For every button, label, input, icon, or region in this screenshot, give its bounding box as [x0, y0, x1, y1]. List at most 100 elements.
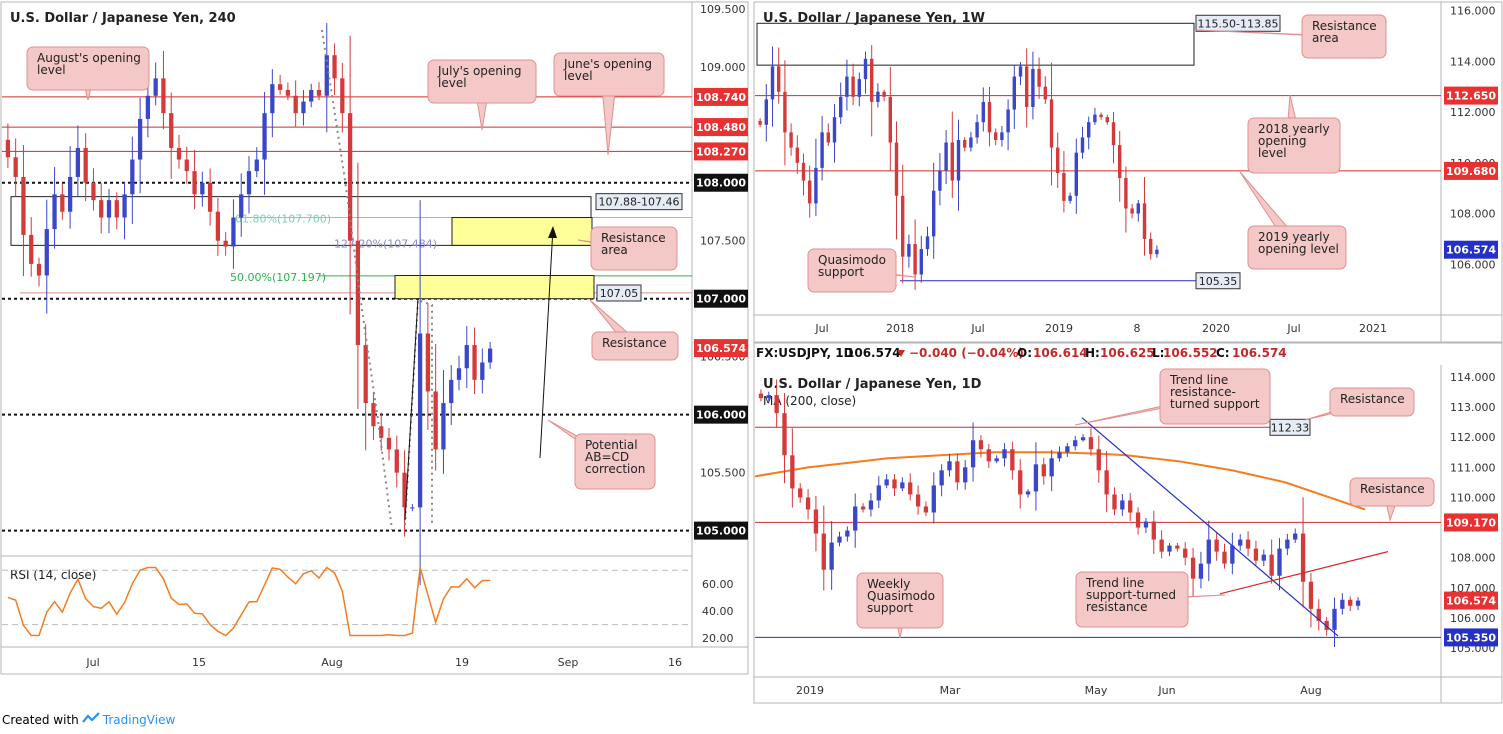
w1-candle: [956, 139, 961, 181]
h4-rsi-tick: 40.00: [702, 605, 734, 618]
h4-y-tick: 109.500: [700, 3, 746, 16]
h4-candle: [347, 113, 353, 241]
d1-candle: [782, 413, 787, 456]
h4-candle: [192, 171, 197, 195]
d1-callout-trend-support-text: resistance-: [1170, 385, 1236, 399]
d1-y-tick: 112.000: [1450, 431, 1496, 444]
d1-candle: [892, 479, 897, 489]
d1-candle: [1198, 563, 1204, 579]
h4-candle: [60, 194, 65, 212]
h4-candle: [67, 176, 73, 212]
w1-candle: [1111, 122, 1116, 146]
w1-candle: [770, 66, 775, 100]
d1-trendline-red: [1219, 551, 1389, 595]
h4-callout-july-box: [427, 59, 537, 104]
h4-candle: [433, 391, 438, 450]
h4-candle: [277, 84, 283, 90]
h4-yellow-zone-lower: [394, 275, 595, 300]
h4-y-tick: 105.500: [700, 467, 746, 480]
h4-candle: [386, 437, 392, 450]
w1-x-tick: Jul: [1286, 322, 1300, 335]
d1-header-symbol: FX:USDJPY, 1D: [756, 346, 854, 360]
d1-header-c: 106.574: [1232, 346, 1287, 360]
w1-candle: [993, 132, 998, 140]
d1-header-o-label: O:: [1017, 346, 1032, 360]
h4-candle: [36, 263, 42, 276]
h4-candle: [44, 229, 49, 276]
w1-candle: [913, 243, 917, 275]
h4-candle: [456, 368, 462, 380]
d1-candle: [1316, 608, 1321, 621]
d1-callout-resistance-2: Resistance: [1349, 477, 1435, 522]
d1-candle: [1340, 599, 1345, 609]
h4-candle: [114, 200, 119, 218]
w1-price-tag: 112.650: [1446, 90, 1496, 103]
w1-candle: [969, 137, 973, 148]
w1-candle: [944, 142, 948, 171]
h4-candle: [309, 89, 314, 102]
w1-candle: [1148, 238, 1153, 255]
d1-trendline-blue: [1081, 417, 1339, 637]
d1-candle: [1293, 533, 1298, 540]
h4-price-tag: 106.574: [696, 342, 746, 355]
w1-candle: [987, 101, 992, 133]
h4-candle: [106, 200, 112, 218]
h4-fib-618-label: 61.80%(107.700): [235, 213, 331, 226]
w1-candle: [1055, 147, 1060, 173]
w1-candle: [1031, 68, 1035, 107]
w1-candle: [1080, 137, 1085, 153]
h4-callout-resistance-area-text: Resistance: [601, 231, 666, 245]
w1-candle: [838, 96, 843, 118]
d1-candle: [1269, 554, 1274, 576]
h4-candle: [379, 426, 384, 438]
h4-candle: [363, 345, 368, 404]
d1-y-tick: 111.000: [1450, 461, 1496, 474]
d1-candle: [774, 395, 779, 414]
h4-callout-july-text: level: [438, 76, 467, 90]
h4-candle: [316, 89, 322, 96]
h4-candle: [425, 333, 431, 392]
h4-candle: [184, 159, 189, 172]
h4-candle: [13, 157, 18, 177]
w1-candle: [1062, 172, 1066, 201]
d1-y-tick: 106.000: [1450, 612, 1496, 625]
d1-candle: [868, 500, 874, 510]
d1-candle: [1245, 539, 1251, 549]
w1-y-tick: 108.000: [1450, 208, 1496, 221]
footer-brand[interactable]: TradingView: [102, 712, 176, 727]
d1-header-h: 106.625: [1100, 346, 1155, 360]
h4-candle: [52, 194, 57, 230]
d1-candle: [1049, 458, 1054, 477]
d1-candle: [947, 461, 952, 471]
d1-candle: [1033, 464, 1039, 492]
h4-candle: [161, 78, 166, 114]
h4-price-tag-bg: [694, 339, 748, 358]
h4-candle: [371, 403, 376, 427]
w1-candle: [1006, 109, 1010, 133]
w1-candle: [1155, 249, 1159, 255]
h4-price-tag-bg: [694, 142, 748, 161]
w1-candle: [882, 91, 886, 97]
d1-price-tag: 105.350: [1446, 631, 1496, 644]
h4-rsi-tick: 60.00: [702, 578, 734, 591]
h4-candle: [480, 362, 485, 380]
d1-candle: [1175, 545, 1180, 549]
h4-x-tick: 16: [668, 656, 682, 669]
w1-candle: [962, 139, 967, 148]
d1-candle: [1261, 554, 1266, 561]
d1-callout-quasimodo-box: [856, 572, 944, 629]
footer-credit: Created with TradingView: [2, 712, 175, 727]
w1-candle: [851, 76, 855, 97]
d1-candle: [1355, 600, 1361, 606]
w1-candle: [814, 167, 818, 204]
h4-candle: [137, 118, 143, 160]
h4-candle: [239, 194, 244, 218]
d1-x-tick: 2019: [796, 684, 824, 697]
w1-support-label: 105.35: [1199, 275, 1238, 288]
h4-yellow-zone-upper: [451, 217, 593, 246]
w1-callout-2019-text: 2019 yearly: [1258, 230, 1330, 244]
